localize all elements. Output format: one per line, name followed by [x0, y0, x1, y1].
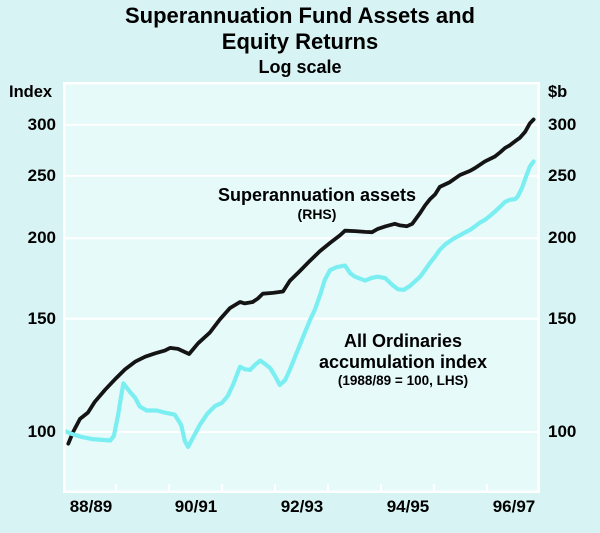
- y-tick-label-right-250: 250: [548, 166, 577, 185]
- chart-title-line1: Superannuation Fund Assets and: [125, 3, 475, 28]
- x-tick-label-9091: 90/91: [174, 497, 218, 516]
- equity-series-sublabel: (1988/89 = 100, LHS): [337, 373, 469, 388]
- y-tick-label-right-150: 150: [548, 309, 577, 328]
- y-tick-label-left-150: 150: [27, 309, 56, 328]
- plot-area: [63, 82, 540, 493]
- assets-series-label: Superannuation assets: [217, 185, 417, 205]
- y-tick-label-left-300: 300: [27, 115, 56, 134]
- x-tick-label-8889: 88/89: [69, 497, 113, 516]
- assets-series-sublabel: (RHS): [297, 206, 337, 222]
- y-tick-label-left-100: 100: [27, 422, 56, 441]
- x-tick-label-9697: 96/97: [492, 497, 536, 516]
- plot-frame: [63, 82, 540, 493]
- assets-line: [66, 117, 536, 446]
- y-tick-label-right-200: 200: [548, 228, 577, 247]
- equity-series-label-line2: accumulation index: [318, 352, 488, 372]
- y-tick-label-left-250: 250: [27, 166, 56, 185]
- left-axis-unit: Index: [9, 83, 53, 101]
- chart-title-line2: Equity Returns: [221, 29, 379, 54]
- equity-series-label-line1: All Ordinaries: [343, 331, 463, 351]
- x-tick-label-9293: 92/93: [280, 497, 324, 516]
- chart-svg: [63, 82, 540, 493]
- right-axis-unit: $b: [548, 83, 568, 101]
- y-tick-label-right-300: 300: [548, 115, 577, 134]
- equity-line: [63, 159, 536, 449]
- y-tick-label-right-100: 100: [548, 422, 577, 441]
- chart-subtitle: Log scale: [258, 57, 342, 77]
- x-tick-label-9495: 94/95: [386, 497, 430, 516]
- y-tick-label-left-200: 200: [27, 228, 56, 247]
